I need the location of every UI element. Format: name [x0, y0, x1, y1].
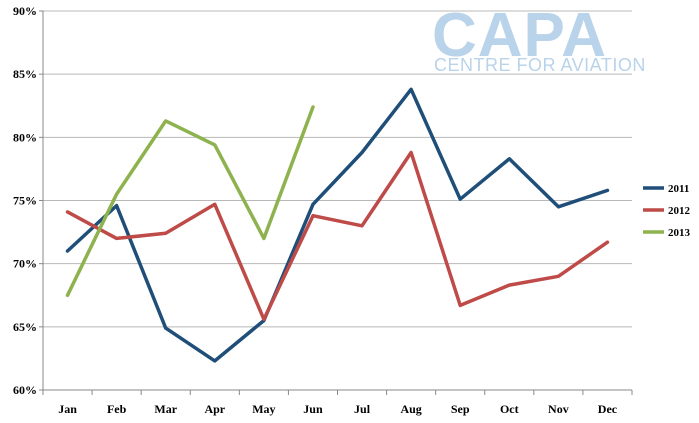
x-tick-label: Dec	[598, 402, 618, 416]
x-tick-label: May	[252, 402, 275, 416]
x-axis-ticks: Jan Feb Mar Apr May Jun Jul Aug Sep Oct Nov Dec	[42, 390, 633, 416]
legend-label-2013: 2013	[668, 227, 691, 239]
y-tick-label: 70%	[13, 257, 37, 271]
y-tick-label: 65%	[13, 320, 37, 334]
x-tick-label: Sep	[451, 402, 470, 416]
y-tick-label: 60%	[13, 383, 37, 397]
x-tick-label: Mar	[154, 402, 177, 416]
capa-logo: CAPA CENTRE FOR AVIATION	[432, 1, 646, 75]
legend: 2011 2012 2013	[643, 183, 691, 239]
x-tick-label: Jun	[303, 402, 323, 416]
x-tick-label: Aug	[400, 402, 421, 416]
x-tick-label: Oct	[500, 402, 519, 416]
series-line-2011	[65, 87, 610, 363]
y-tick-label: 80%	[13, 130, 37, 144]
legend-label-2012: 2012	[668, 205, 691, 217]
logo-main-text: CAPA	[432, 1, 607, 70]
series-line-2012	[65, 150, 610, 322]
x-tick-label: Jan	[58, 402, 77, 416]
y-tick-label: 90%	[13, 4, 37, 18]
x-tick-label: Jul	[354, 402, 371, 416]
axes	[42, 11, 632, 391]
x-tick-label: Feb	[107, 402, 127, 416]
series-lines	[65, 87, 610, 363]
y-axis-ticks: 60% 65% 70% 75% 80% 85% 90%	[13, 4, 43, 397]
x-tick-label: Apr	[204, 402, 225, 416]
logo-sub-text: CENTRE FOR AVIATION	[434, 55, 646, 75]
series-line-2013	[65, 105, 315, 298]
y-tick-label: 75%	[13, 194, 37, 208]
x-tick-label: Nov	[548, 402, 569, 416]
legend-label-2011: 2011	[668, 183, 689, 195]
y-tick-label: 85%	[13, 67, 37, 81]
